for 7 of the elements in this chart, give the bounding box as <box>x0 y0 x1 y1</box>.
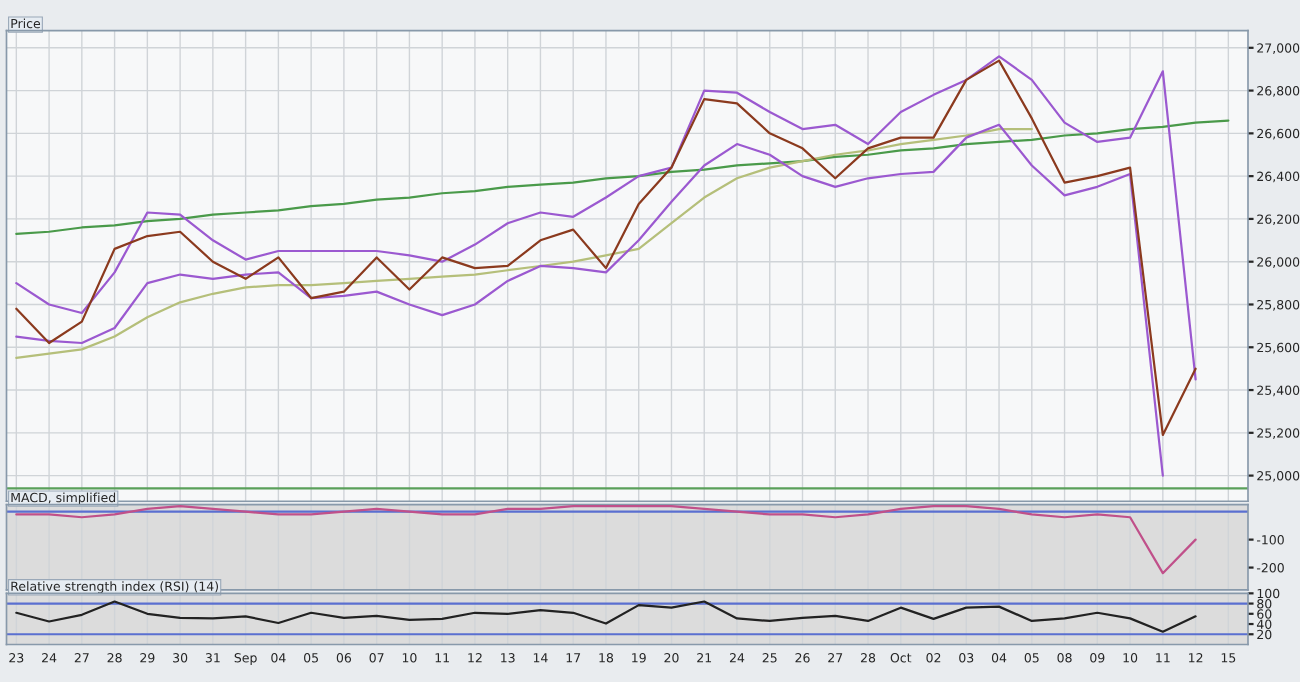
line-series <box>15 127 1033 360</box>
line-series <box>15 123 1164 477</box>
line-series <box>15 59 1197 437</box>
line-series <box>15 55 1197 381</box>
line-series <box>15 600 1197 633</box>
line-series <box>15 119 1230 235</box>
line-series <box>15 504 1197 575</box>
